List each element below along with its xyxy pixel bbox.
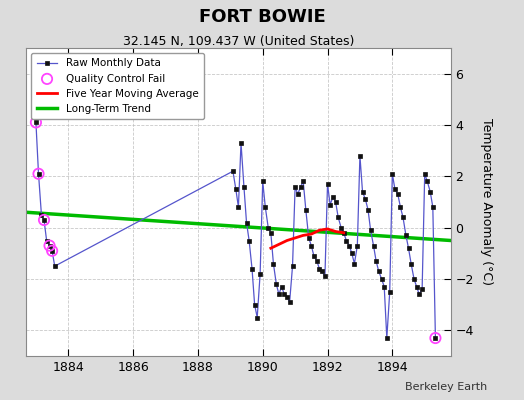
Five Year Moving Average [292,236,298,240]
Quality Control Fail [48,248,56,254]
Text: Berkeley Earth: Berkeley Earth [405,382,487,392]
Raw Monthly Data [378,277,385,282]
Text: FORT BOWIE: FORT BOWIE [199,8,325,26]
Quality Control Fail [46,242,54,249]
Five Year Moving Average [341,230,347,235]
Quality Control Fail [32,119,40,126]
Raw Monthly Data [33,120,39,125]
Title: 32.145 N, 109.437 W (United States): 32.145 N, 109.437 W (United States) [123,35,354,48]
Raw Monthly Data [319,269,325,274]
Five Year Moving Average [268,246,274,250]
Raw Monthly Data [35,171,41,176]
Five Year Moving Average [284,238,290,243]
Quality Control Fail [34,170,42,177]
Five Year Moving Average [332,229,339,234]
Five Year Moving Average [300,233,307,238]
Quality Control Fail [40,217,48,223]
Raw Monthly Data [47,243,53,248]
Five Year Moving Average [324,226,331,231]
Raw Monthly Data [392,187,398,192]
Line: Raw Monthly Data: Raw Monthly Data [35,121,437,340]
Y-axis label: Temperature Anomaly (°C): Temperature Anomaly (°C) [481,118,493,286]
Raw Monthly Data [384,336,390,340]
Five Year Moving Average [308,232,314,236]
Raw Monthly Data [432,336,439,340]
Five Year Moving Average [276,242,282,247]
Line: Five Year Moving Average: Five Year Moving Average [271,229,344,248]
Legend: Raw Monthly Data, Quality Control Fail, Five Year Moving Average, Long-Term Tren: Raw Monthly Data, Quality Control Fail, … [31,53,204,119]
Raw Monthly Data [308,243,314,248]
Quality Control Fail [431,335,440,341]
Five Year Moving Average [316,228,323,233]
